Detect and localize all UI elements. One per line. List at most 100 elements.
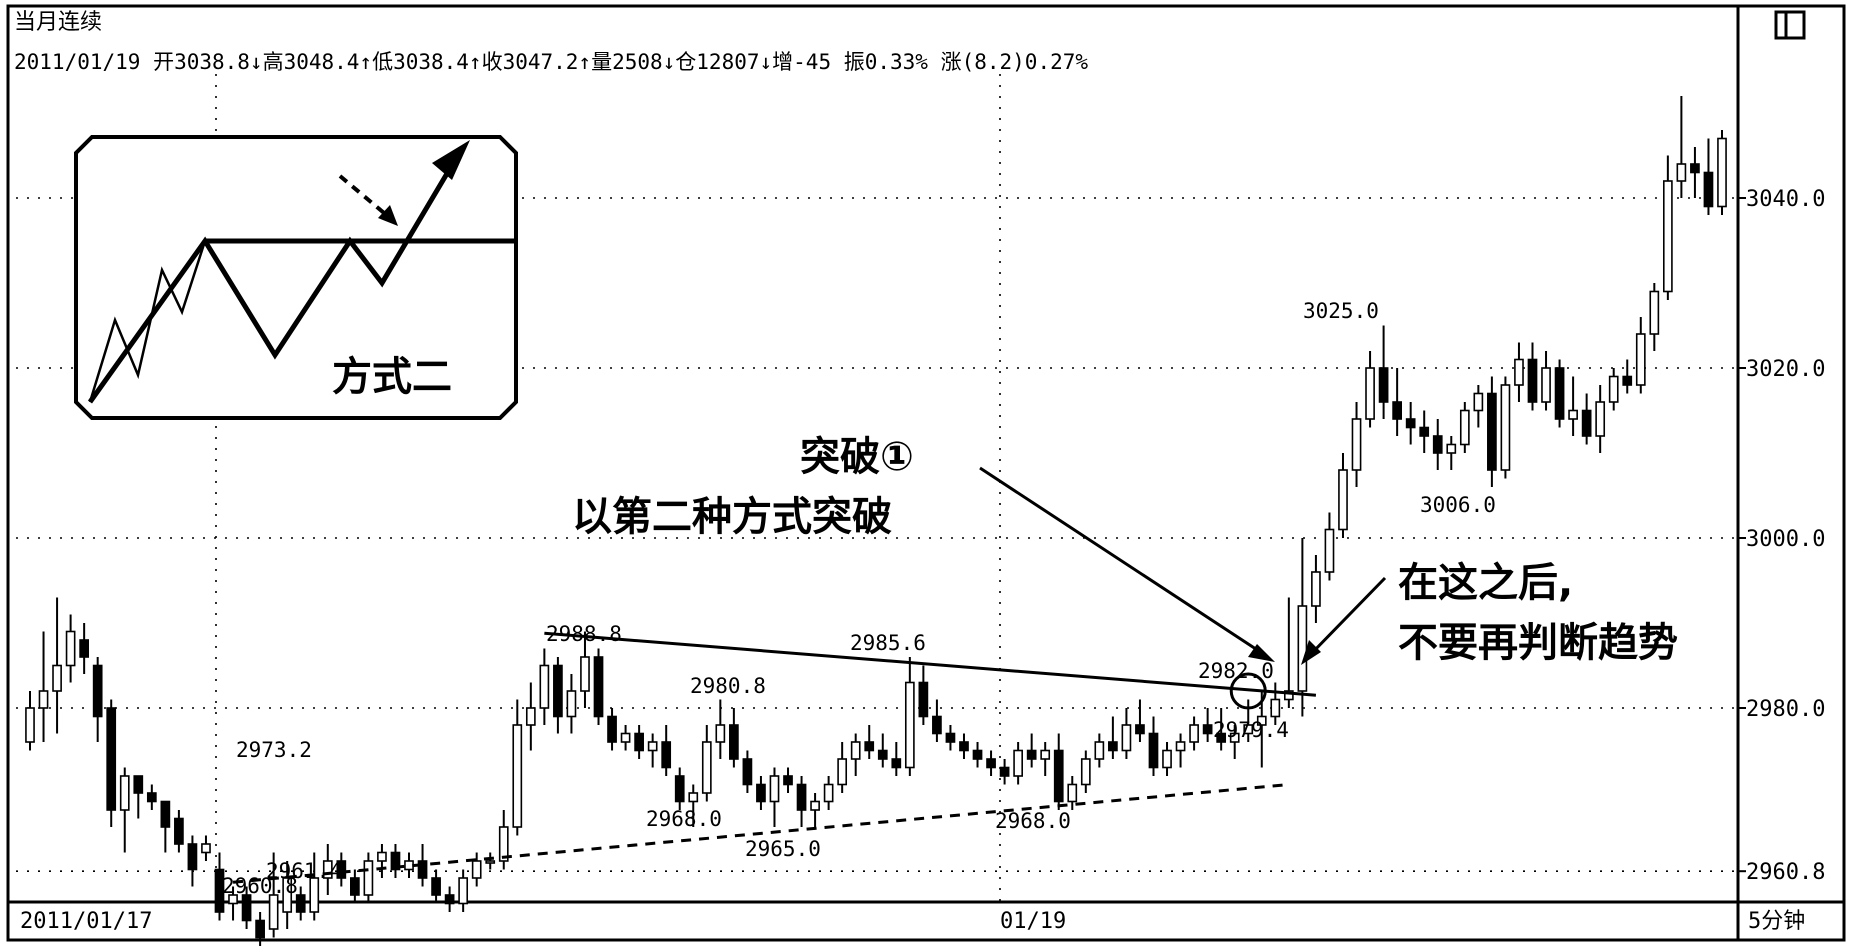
candle[interactable] [918, 665, 929, 726]
candle[interactable] [688, 784, 699, 828]
candle[interactable] [133, 775, 144, 819]
candle[interactable] [796, 776, 807, 827]
candle[interactable] [498, 810, 509, 870]
candle[interactable] [674, 767, 685, 811]
candle[interactable] [1568, 376, 1578, 437]
candle[interactable] [255, 912, 265, 946]
candle[interactable] [1148, 716, 1159, 777]
candle[interactable] [1487, 376, 1497, 488]
candle[interactable] [25, 691, 35, 751]
candle[interactable] [1662, 155, 1673, 301]
candle[interactable] [1392, 368, 1402, 436]
candle[interactable] [458, 869, 469, 913]
candle[interactable] [1690, 147, 1700, 198]
candle[interactable] [769, 767, 780, 828]
candle[interactable] [593, 648, 604, 726]
candle[interactable] [1500, 376, 1511, 479]
candle[interactable] [431, 869, 441, 904]
candle[interactable] [850, 733, 861, 777]
candle[interactable] [999, 759, 1010, 785]
candle[interactable] [1013, 742, 1023, 785]
candle[interactable] [187, 835, 198, 887]
candle[interactable] [525, 682, 536, 751]
candle[interactable] [1108, 716, 1118, 760]
candle[interactable] [1094, 733, 1105, 768]
candle[interactable] [729, 708, 739, 768]
candle[interactable] [79, 623, 90, 674]
candle[interactable] [1405, 402, 1416, 445]
candle[interactable] [336, 852, 347, 887]
candle[interactable] [1554, 359, 1565, 428]
candle[interactable] [1162, 742, 1172, 776]
candle[interactable] [756, 776, 766, 810]
candle[interactable] [1216, 708, 1227, 751]
candle[interactable] [295, 886, 306, 921]
candle[interactable] [1622, 359, 1633, 394]
candle[interactable] [1432, 419, 1443, 470]
window-restore-icon[interactable] [1774, 10, 1806, 40]
candle[interactable] [1446, 436, 1457, 470]
candle[interactable] [228, 886, 238, 921]
candle[interactable] [1256, 691, 1267, 768]
candle[interactable] [485, 852, 496, 870]
candle[interactable] [1649, 283, 1660, 351]
candle[interactable] [1717, 130, 1727, 215]
candle[interactable] [810, 793, 820, 827]
candle[interactable] [1541, 351, 1551, 411]
candle[interactable] [1608, 368, 1619, 411]
candle[interactable] [1283, 597, 1294, 709]
candle[interactable] [1338, 453, 1348, 538]
candle[interactable] [1595, 385, 1606, 453]
candle[interactable] [1351, 402, 1362, 487]
candle[interactable] [1676, 96, 1687, 198]
candle[interactable] [92, 657, 103, 742]
candle[interactable] [471, 852, 482, 887]
candle[interactable] [52, 597, 62, 734]
candle[interactable] [1527, 342, 1538, 411]
candle[interactable] [1135, 699, 1145, 743]
candle[interactable] [512, 699, 523, 836]
candle[interactable] [1270, 682, 1281, 726]
candle[interactable] [1378, 325, 1389, 420]
candle[interactable] [539, 648, 550, 726]
candle[interactable] [417, 844, 428, 887]
candle[interactable] [891, 742, 902, 776]
candle[interactable] [404, 852, 414, 879]
candle[interactable] [38, 631, 49, 743]
candle[interactable] [864, 725, 875, 759]
candle[interactable] [1189, 716, 1199, 751]
candle[interactable] [1459, 402, 1470, 453]
candle[interactable] [1365, 351, 1375, 428]
candle[interactable] [566, 674, 577, 734]
candle[interactable] [1202, 708, 1213, 742]
candle[interactable] [309, 852, 320, 921]
candle[interactable] [580, 631, 590, 709]
candle[interactable] [1473, 385, 1484, 428]
candle[interactable] [377, 844, 387, 878]
candle[interactable] [783, 767, 793, 794]
candle[interactable] [214, 852, 225, 921]
candle[interactable] [444, 886, 455, 913]
candle[interactable] [661, 725, 672, 776]
candle[interactable] [904, 657, 915, 776]
candle[interactable] [823, 776, 834, 810]
candle[interactable] [1080, 750, 1091, 794]
candle[interactable] [1635, 317, 1646, 394]
candle[interactable] [350, 869, 360, 904]
candle[interactable] [1121, 708, 1132, 759]
candle[interactable] [1703, 138, 1714, 216]
candle[interactable] [986, 750, 996, 777]
candle[interactable] [634, 725, 644, 759]
candle[interactable] [1324, 512, 1335, 581]
candle[interactable] [742, 750, 753, 794]
candle[interactable] [607, 708, 617, 751]
candle[interactable] [1581, 393, 1592, 445]
candle[interactable] [1026, 733, 1037, 768]
candle[interactable] [201, 835, 211, 862]
candle[interactable] [932, 699, 942, 743]
candle[interactable] [1175, 733, 1186, 768]
candle[interactable] [647, 733, 658, 768]
candle[interactable] [1297, 538, 1308, 717]
candle[interactable] [106, 699, 117, 828]
